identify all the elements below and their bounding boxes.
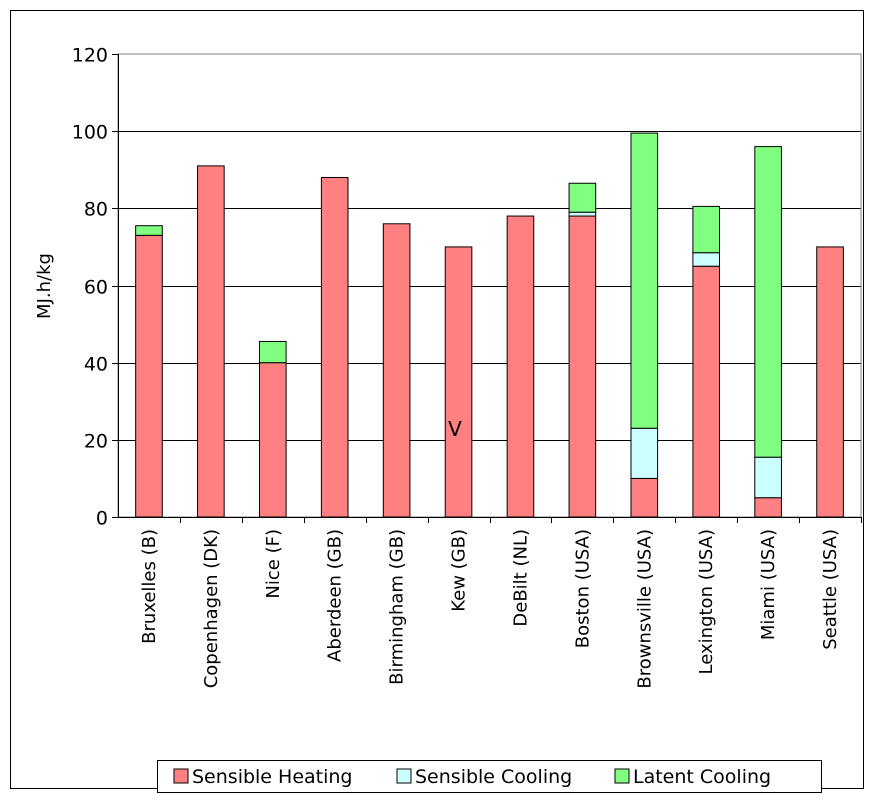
bar-sensible-heating bbox=[382, 223, 411, 518]
legend-label: Sensible Cooling bbox=[415, 766, 572, 788]
x-tick-label: Bruxelles (B) bbox=[139, 529, 160, 644]
legend: Sensible Heating Sensible Cooling Latent C… bbox=[157, 760, 822, 793]
bar-sensible-cooling bbox=[692, 252, 721, 267]
bar-sensible-heating bbox=[568, 215, 597, 518]
bar-latent-cooling bbox=[258, 340, 287, 364]
bar-sensible-heating bbox=[506, 215, 535, 518]
legend-label: Latent Cooling bbox=[633, 766, 771, 788]
bar-sensible-heating bbox=[444, 246, 473, 518]
y-tick-label: 0 bbox=[96, 508, 108, 530]
bar-sensible-heating bbox=[135, 234, 163, 518]
bar-sensible-heating bbox=[816, 246, 844, 518]
axes: 0 20 40 60 80 100 120 Bruxelles (B) Copenhagen (… bbox=[72, 45, 862, 689]
x-tick-label: Birmingham (GB) bbox=[387, 529, 408, 685]
bar-sensible-heating bbox=[197, 165, 225, 518]
bar-latent-cooling bbox=[135, 225, 163, 236]
x-tick-label: Lexington (USA) bbox=[696, 529, 717, 674]
bar-sensible-heating bbox=[258, 362, 287, 518]
x-tick-label: Kew (GB) bbox=[449, 529, 470, 612]
y-tick-label: 20 bbox=[84, 431, 108, 453]
legend-swatch bbox=[614, 768, 630, 784]
legend-label: Sensible Heating bbox=[192, 766, 353, 788]
x-tick-label: Seattle (USA) bbox=[820, 529, 841, 650]
x-tick-label: Boston (USA) bbox=[572, 529, 593, 648]
bar-latent-cooling bbox=[692, 205, 721, 254]
bar-sensible-heating bbox=[754, 497, 782, 518]
bar-sensible-heating bbox=[692, 265, 721, 518]
legend-swatch bbox=[396, 768, 412, 784]
y-tick-label: 120 bbox=[72, 45, 108, 67]
x-tick-label: Miami (USA) bbox=[758, 529, 779, 640]
bar-latent-cooling bbox=[754, 146, 782, 458]
x-tick-label: Copenhagen (DK) bbox=[201, 529, 222, 688]
bar-sensible-cooling bbox=[754, 456, 782, 499]
legend-swatch bbox=[173, 768, 189, 784]
x-tick-label: Brownsville (USA) bbox=[634, 529, 655, 689]
bar-latent-cooling bbox=[568, 182, 597, 213]
bar-sensible-heating bbox=[630, 477, 659, 518]
x-tick-label: Aberdeen (GB) bbox=[325, 529, 346, 662]
x-tick-label: Nice (F) bbox=[263, 529, 284, 599]
y-tick-label: 40 bbox=[84, 354, 108, 376]
grid-lines bbox=[118, 131, 861, 441]
y-tick-label: 60 bbox=[84, 277, 108, 299]
bar-sensible-cooling bbox=[630, 427, 659, 479]
y-axis-label: MJ.h/kg bbox=[34, 253, 55, 319]
chart-annotation: V bbox=[448, 417, 462, 441]
bar-sensible-cooling bbox=[568, 211, 597, 217]
y-tick-label: 80 bbox=[84, 199, 108, 221]
x-tick-label: DeBilt (NL) bbox=[511, 529, 532, 627]
bar-sensible-heating bbox=[320, 176, 349, 518]
y-tick-label: 100 bbox=[72, 122, 108, 144]
legend-box bbox=[157, 760, 822, 793]
bar-latent-cooling bbox=[630, 132, 659, 429]
bars bbox=[135, 132, 844, 518]
